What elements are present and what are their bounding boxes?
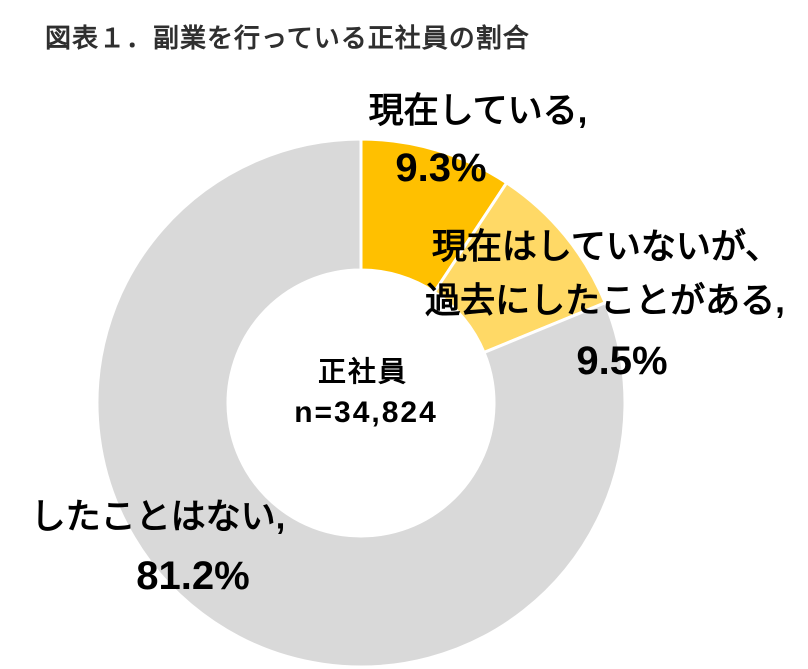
data-label-did-in-past-line2: 過去にしたことがある, [425,281,785,321]
donut-segment [95,137,627,669]
chart-title: 図表１．副業を行っている正社員の割合 [45,23,530,53]
data-label-never-done: したことはない, [30,497,286,537]
data-value-never-done: 81.2% [136,554,250,598]
donut-center-sample-size: n=34,824 [294,396,438,429]
data-label-currently-doing: 現在している, [368,91,588,131]
data-value-did-in-past: 9.5% [576,339,668,383]
data-label-did-in-past-line1: 現在はしていないが、 [431,227,781,267]
donut-center-group-label: 正社員 [317,356,409,387]
data-value-currently-doing: 9.3% [395,146,487,190]
